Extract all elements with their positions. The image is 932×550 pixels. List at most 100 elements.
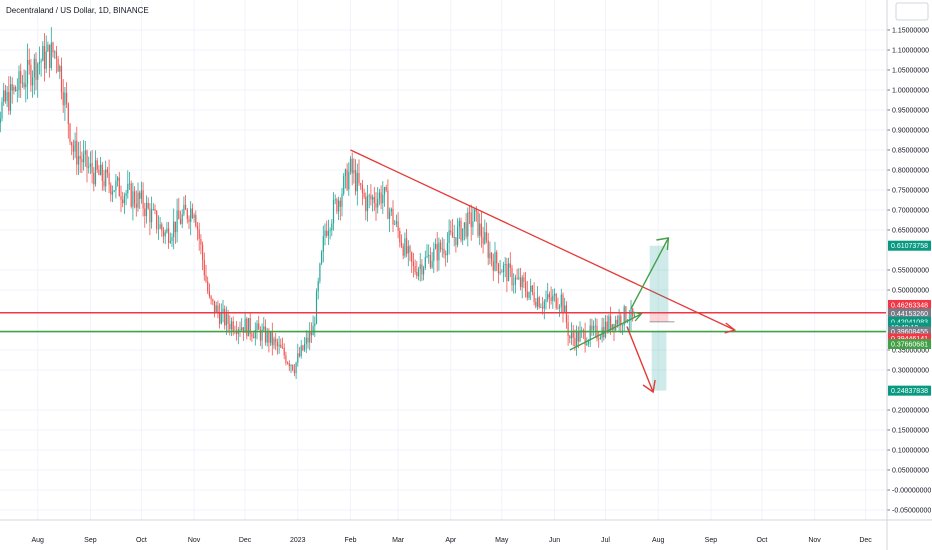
candle-body [502, 265, 505, 273]
price-badge [888, 316, 931, 327]
target-zone-down[interactable] [651, 331, 667, 391]
candle-body [463, 222, 465, 229]
candle-body [103, 180, 105, 187]
candle-body [285, 355, 287, 363]
candle-body [18, 71, 20, 91]
candle-body [132, 191, 134, 207]
candle-body [530, 285, 532, 292]
candle-body [565, 305, 567, 323]
candle-body [62, 92, 64, 106]
candle-body [470, 212, 472, 228]
candle-body [621, 324, 624, 326]
candle-body [492, 261, 494, 271]
candle-body [106, 169, 108, 173]
candle-body [440, 242, 442, 250]
candle-body [101, 164, 103, 181]
candle-body [266, 331, 268, 343]
target-zone-up[interactable] [649, 245, 669, 313]
candle-body [89, 163, 91, 167]
candle-body [528, 291, 530, 298]
candle-body [598, 338, 600, 340]
x-tick-label: Dec [239, 537, 252, 544]
y-tick-label: 0.65000000 [892, 228, 929, 235]
candle-body [79, 156, 81, 160]
candle-body [491, 252, 493, 262]
candle-body [25, 84, 27, 88]
settings-button[interactable] [895, 2, 929, 21]
candle-body [57, 58, 59, 72]
candle-body [317, 281, 319, 292]
candle-body [47, 44, 49, 52]
candle-body [91, 163, 93, 173]
price-badge [888, 339, 931, 349]
candle-body [356, 172, 358, 192]
candle-body [203, 260, 205, 276]
candle-body [372, 197, 374, 200]
candle-body [485, 232, 488, 241]
candle-body [344, 169, 346, 177]
candle-body [130, 183, 132, 207]
candle-body [399, 230, 401, 243]
candle-body [423, 267, 425, 275]
candle-body [198, 229, 200, 239]
candle-body [334, 199, 336, 201]
candle-body [225, 314, 227, 326]
candle-body [496, 252, 498, 264]
candle-body [436, 243, 438, 261]
candle-body [579, 331, 581, 342]
candle-body [457, 226, 459, 245]
candle-body [169, 240, 171, 243]
candle-body [287, 362, 289, 364]
candle-body [193, 214, 195, 218]
candle-body [67, 103, 69, 125]
y-tick-label: -0.00000000 [892, 488, 931, 495]
candle-body [315, 291, 318, 324]
price-badge-label: 0.37660681 [891, 342, 928, 349]
candle-body [137, 192, 139, 208]
rising-support-line[interactable] [569, 313, 642, 351]
x-tick-label: Sep [705, 537, 718, 544]
candle-body [332, 199, 335, 224]
candle-body [207, 281, 209, 292]
y-tick-label: 1.00000000 [892, 88, 929, 95]
candle-body [55, 51, 57, 59]
candle-body [319, 263, 321, 282]
candle-body [353, 170, 355, 174]
candle-body [341, 193, 343, 207]
candle-body [417, 269, 420, 277]
candle-body [72, 145, 74, 152]
candle-body [501, 271, 503, 273]
candle-body [525, 281, 527, 292]
bullish-arrow [630, 237, 670, 310]
candle-body [535, 302, 537, 307]
candle-body [159, 224, 161, 229]
y-tick-label: 1.10000000 [892, 48, 929, 55]
candle-body [253, 336, 255, 339]
candle-body [66, 92, 68, 104]
candle-body [45, 51, 47, 69]
candle-body [181, 214, 183, 224]
candle-body [37, 63, 39, 80]
candle-body [33, 58, 35, 78]
candle-body [407, 246, 409, 254]
candle-body [244, 318, 246, 333]
candle-body [32, 77, 34, 86]
candle-body [453, 237, 455, 239]
candle-body [179, 219, 182, 224]
candle-body [300, 345, 302, 357]
descending-trendline[interactable] [350, 149, 735, 331]
x-tick-label: Nov [188, 537, 201, 544]
candle-body [604, 321, 607, 338]
candle-body [465, 222, 467, 237]
x-tick-label: Jul [601, 537, 610, 544]
candle-body [366, 195, 369, 212]
candle-body [397, 221, 399, 231]
candle-body [421, 264, 423, 275]
candle-body [508, 263, 510, 282]
candle-body [297, 353, 299, 363]
stop-zone[interactable] [649, 312, 669, 322]
candle-body [462, 228, 464, 241]
candle-body [210, 296, 212, 300]
candle-body [185, 204, 187, 210]
